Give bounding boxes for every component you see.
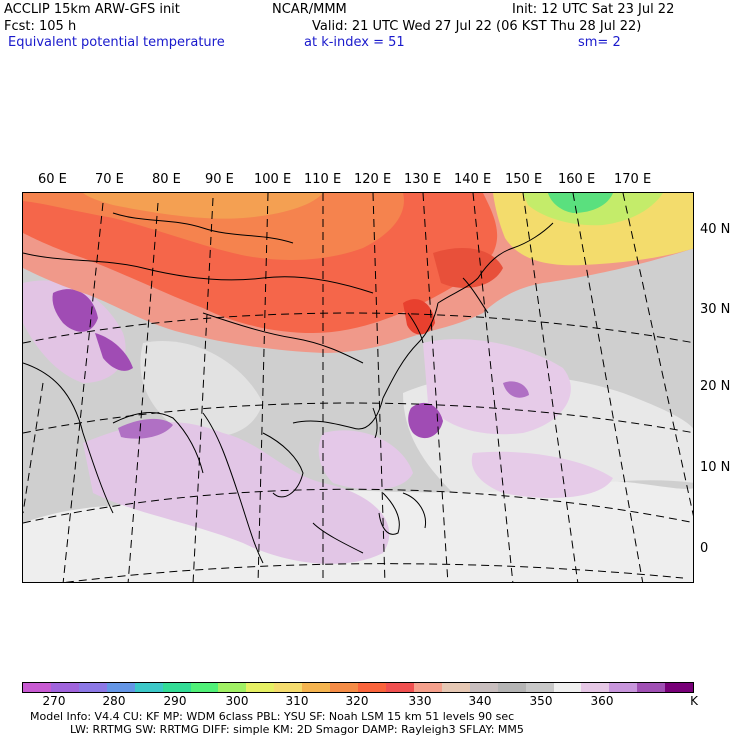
colorbar-tick: 270 (42, 694, 66, 708)
field-violet (408, 402, 443, 439)
colorbar-swatch (246, 683, 275, 692)
lon-label: 90 E (205, 172, 234, 187)
field-light (140, 341, 263, 437)
colorbar-tick: 350 (529, 694, 553, 708)
colorbar-swatch (358, 683, 386, 692)
lon-label: 60 E (38, 172, 67, 187)
colorbar-swatch (581, 683, 610, 692)
field-red (403, 299, 435, 335)
lon-label: 130 E (404, 172, 442, 187)
init-time: Init: 12 UTC Sat 23 Jul 22 (512, 2, 675, 17)
color-bar (22, 682, 694, 693)
lon-label: 120 E (354, 172, 392, 187)
field-lilac (423, 339, 571, 435)
colorbar-swatch (190, 683, 219, 692)
center-label: NCAR/MMM (272, 2, 347, 17)
colorbar-swatch (134, 683, 163, 692)
lon-label: 160 E (558, 172, 596, 187)
colorbar-tick: 310 (285, 694, 309, 708)
colorbar-swatch (525, 683, 554, 692)
colorbar-tick: 330 (408, 694, 432, 708)
field-orange (23, 193, 404, 260)
colorbar-swatch (609, 683, 638, 692)
lon-label: 110 E (304, 172, 342, 187)
level-label: at k-index = 51 (304, 35, 405, 50)
colorbar-tick: 340 (468, 694, 492, 708)
field-lilac (471, 451, 613, 498)
map-canvas (23, 193, 693, 582)
colorbar-swatch (330, 683, 359, 692)
colorbar-swatch (637, 683, 666, 692)
model-title: ACCLIP 15km ARW-GFS init (4, 2, 180, 17)
colorbar-swatch (385, 683, 414, 692)
colorbar-swatch (78, 683, 107, 692)
forecast-hour: Fcst: 105 h (4, 19, 77, 34)
colorbar-swatch (218, 683, 247, 692)
lat-label: 30 N (700, 302, 731, 317)
physics-info: LW: RRTMG SW: RRTMG DIFF: simple KM: 2D … (70, 723, 524, 736)
colorbar-tick: 320 (345, 694, 369, 708)
lon-label: 150 E (505, 172, 543, 187)
colorbar-swatch (162, 683, 191, 692)
colorbar-swatch (497, 683, 526, 692)
field-orange-light (83, 193, 323, 219)
model-info: Model Info: V4.4 CU: KF MP: WDM 6class P… (30, 710, 515, 723)
graticule (23, 193, 693, 582)
lat-label: 40 N (700, 222, 731, 237)
field-violet (118, 418, 173, 439)
smoothing-label: sm= 2 (578, 35, 621, 50)
field-lilac (23, 280, 126, 383)
colorbar-unit: K (690, 694, 698, 708)
lat-label: 20 N (700, 379, 731, 394)
field-violet (95, 333, 133, 371)
lat-label: 0 (700, 541, 709, 556)
theta-e-map (22, 192, 694, 583)
colorbar-swatch (665, 683, 694, 692)
colorbar-tick: 290 (163, 694, 187, 708)
colorbar-tick: 360 (590, 694, 614, 708)
field-violet (52, 289, 98, 332)
colorbar-swatch (413, 683, 442, 692)
valid-time: Valid: 21 UTC Wed 27 Jul 22 (06 KST Thu … (312, 19, 642, 34)
lon-label: 80 E (152, 172, 181, 187)
lon-label: 140 E (454, 172, 492, 187)
colorbar-tick: 300 (225, 694, 249, 708)
colorbar-swatch (106, 683, 135, 692)
field-violet (503, 381, 529, 398)
lat-label: 10 N (700, 460, 731, 475)
colorbar-swatch (23, 683, 51, 692)
field-lilac (318, 430, 413, 490)
colorbar-swatch (302, 683, 331, 692)
colorbar-tick: 280 (102, 694, 126, 708)
colorbar-swatch (50, 683, 79, 692)
colorbar-swatch (553, 683, 582, 692)
lon-label: 70 E (95, 172, 124, 187)
field-red (433, 248, 503, 288)
colorbar-swatch (441, 683, 470, 692)
colorbar-swatch (274, 683, 303, 692)
lon-label: 170 E (614, 172, 652, 187)
colorbar-swatch (469, 683, 498, 692)
field-green (548, 193, 613, 213)
lon-label: 100 E (254, 172, 292, 187)
field-name: Equivalent potential temperature (8, 35, 225, 50)
